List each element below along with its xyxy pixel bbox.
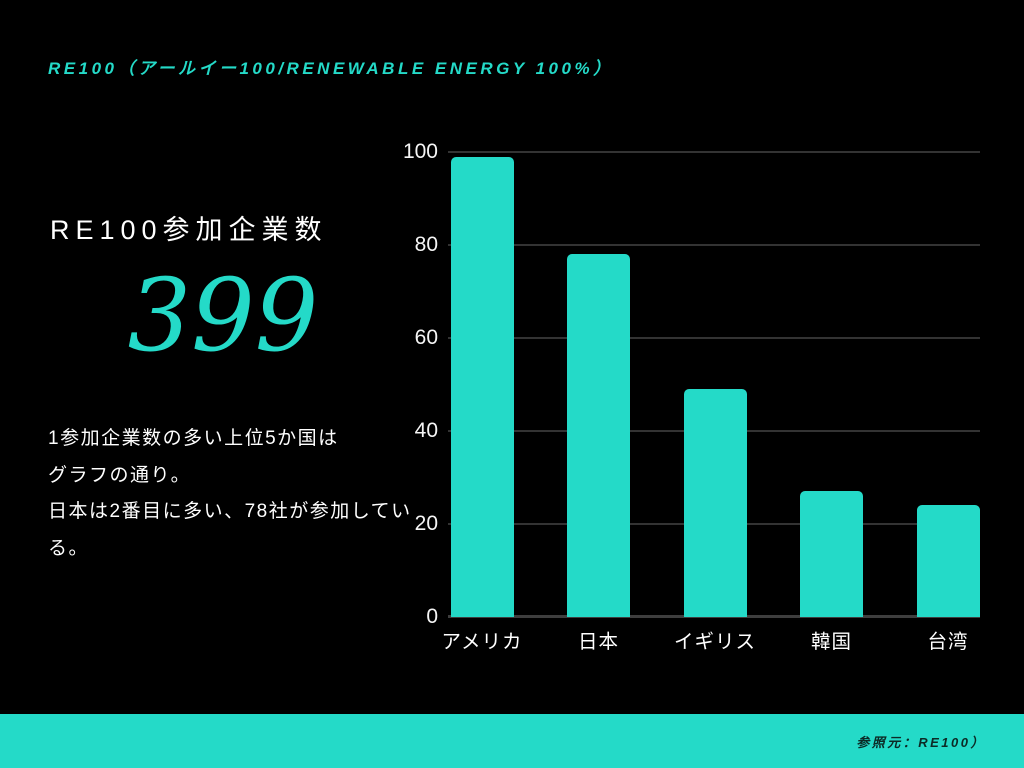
y-tick-label: 0 (426, 605, 438, 628)
x-tick-label: 日本 (577, 631, 619, 653)
stat-value: 399 (127, 257, 319, 374)
body-text: 1参加企業数の多い上位5か国は グラフの通り。 日本は2番目に多い、78社が参加… (48, 428, 412, 559)
gridline (448, 151, 980, 153)
source-text: 参照元：RE100） (856, 735, 986, 750)
x-tick-label: アメリカ (441, 631, 523, 653)
slide-title: RE100（アールイー100/RENEWABLE ENERGY 100%） (48, 59, 614, 78)
gridline (448, 244, 980, 246)
x-tick-label: イギリス (673, 631, 756, 653)
y-tick-label: 60 (414, 326, 438, 349)
y-tick-label: 100 (402, 140, 438, 163)
y-tick-label: 80 (414, 233, 438, 256)
footer-bar: 参照元：RE100） (0, 714, 1024, 768)
x-tick-label: 韓国 (810, 631, 852, 653)
stat-label: RE100参加企業数 (50, 215, 328, 245)
x-tick-label: 台湾 (927, 631, 969, 653)
y-tick-label: 20 (414, 512, 438, 535)
bar-chart: アメリカ 日本 イギリス 韓国 台湾 (441, 151, 980, 653)
chart-bar (800, 491, 863, 617)
chart-bar (450, 156, 514, 617)
chart-bar (567, 254, 630, 617)
chart-bar (683, 389, 747, 617)
chart-y-axis: 0 20 40 60 80 100 (340, 140, 438, 628)
chart-bar (916, 505, 980, 617)
y-tick-label: 40 (414, 419, 438, 442)
gridline (448, 337, 980, 339)
